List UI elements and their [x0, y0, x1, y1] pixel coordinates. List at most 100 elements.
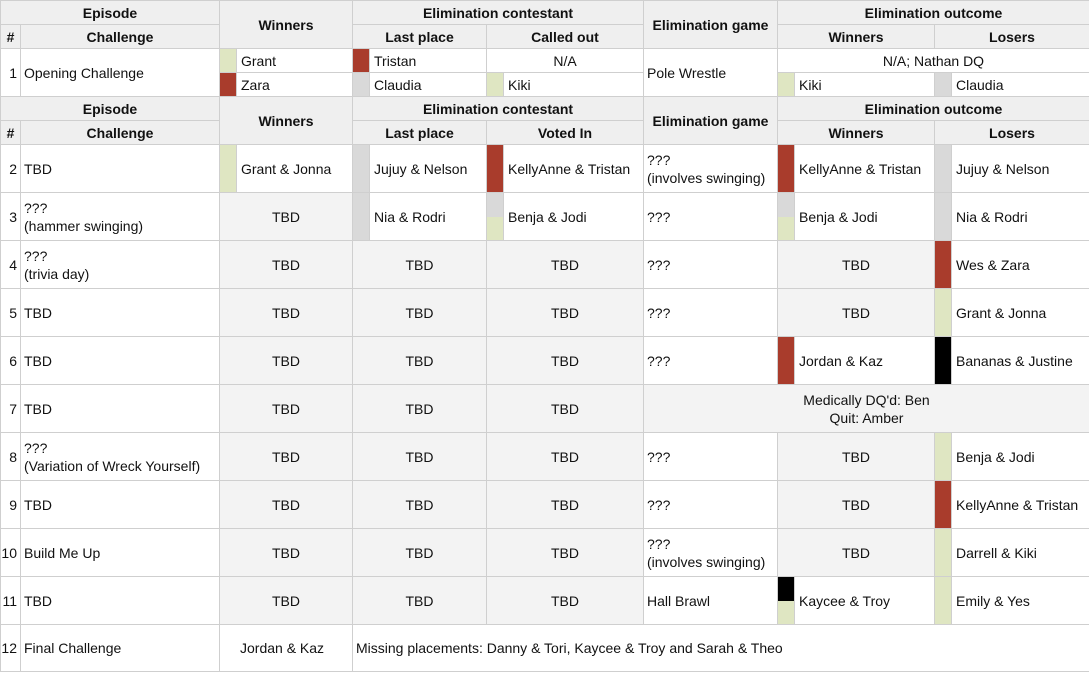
color-swatch: [935, 145, 952, 192]
elimination-game-label: ???: [647, 304, 671, 321]
elimination-game: ???: [643, 432, 778, 481]
table-row: 6 TBD TBD TBD TBD??? Jordan & Kaz Bananas & Ju…: [0, 336, 1089, 385]
elimination-game: Pole Wrestle: [643, 48, 778, 97]
outcome-winners-header: Winners: [777, 120, 935, 145]
outcome-losers-cell-label: Bananas & Justine: [956, 352, 1073, 369]
table-row: 3??? (hammer swinging) TBD Nia & Rodri Benj…: [0, 192, 1089, 241]
challenge-name: Opening Challenge: [20, 48, 220, 97]
elimination-game: ???: [643, 192, 778, 241]
outcome-note: Medically DQ'd: Ben Quit: Amber: [643, 384, 1089, 433]
voted-in-cell: TBD: [486, 576, 644, 625]
elimination-game: ??? (involves swinging): [643, 144, 778, 193]
color-swatch: [935, 193, 952, 240]
last-place-cell: TBD: [352, 576, 487, 625]
outcome-note: N/A; Nathan DQ: [777, 48, 1089, 73]
outcome-winners-cell-label: KellyAnne & Tristan: [799, 160, 922, 177]
winner-entry-label: Zara: [241, 76, 270, 93]
outcome-winners-cell-label: Benja & Jodi: [799, 208, 878, 225]
voted-in-cell: TBD: [486, 528, 644, 577]
challenge-name: TBD: [20, 576, 220, 625]
outcome-loser-label: Claudia: [956, 76, 1004, 93]
last-place-cell: TBD: [352, 480, 487, 529]
called-out-header: Called out: [486, 24, 644, 49]
last-place-cell: TBD: [352, 336, 487, 385]
color-swatch: [935, 337, 952, 384]
winners-cell: TBD: [219, 432, 353, 481]
winners-cell: TBD: [219, 384, 353, 433]
elimination-game-label: ??? (involves swinging): [647, 151, 766, 186]
color-swatch: [220, 145, 237, 192]
voted-in-cell: TBD: [486, 336, 644, 385]
episode-header: Episode: [0, 96, 220, 121]
outcome-winners-cell: Benja & Jodi: [777, 192, 935, 241]
color-swatch: [220, 49, 237, 72]
outcome-winners-cell: TBD: [777, 288, 935, 337]
color-swatch: [778, 145, 795, 192]
episode-number: 11: [0, 576, 21, 625]
winners-cell: TBD: [219, 192, 353, 241]
voted-in-cell: TBD: [486, 480, 644, 529]
outcome-losers-header: Losers: [934, 24, 1089, 49]
table-row: 11 TBD TBD TBD TBD Hall Brawl Kaycee & Troy Emi…: [0, 576, 1089, 625]
challenge-name: ??? (trivia day): [20, 240, 220, 289]
winner-entry-label: Grant: [241, 52, 277, 69]
challenge-label: ??? (trivia day): [24, 247, 90, 282]
winners-cell: TBD: [219, 576, 353, 625]
challenge-name: TBD: [20, 336, 220, 385]
color-swatch: [487, 145, 504, 192]
episode-number: 7: [0, 384, 21, 433]
outcome-winners-cell: KellyAnne & Tristan: [777, 144, 935, 193]
table-row: 1 Opening Challenge Grant Tristan N/A Pole Wr…: [0, 48, 1089, 97]
last-place-entry-label: Claudia: [374, 76, 422, 93]
episode-number: 8: [0, 432, 21, 481]
color-swatch: [778, 193, 795, 240]
challenge-label: ??? (hammer swinging): [24, 199, 144, 234]
challenge-name: ??? (Variation of Wreck Yourself): [20, 432, 220, 481]
last-place-cell: TBD: [352, 240, 487, 289]
elimination-game: ???: [643, 480, 778, 529]
winners-header: Winners: [219, 96, 353, 145]
elimination-game: ???: [643, 288, 778, 337]
outcome-winner: Kiki: [777, 72, 935, 97]
challenge-label: TBD: [24, 400, 52, 417]
last-place-entry: Tristan: [352, 48, 487, 73]
elimination-game-label: ???: [647, 208, 671, 225]
color-swatch: [935, 481, 952, 528]
challenge-label: TBD: [24, 592, 52, 609]
final-winners: Jordan & Kaz: [219, 624, 353, 672]
challenge-name: TBD: [20, 288, 220, 337]
color-swatch: [778, 337, 795, 384]
color-swatch: [353, 145, 370, 192]
outcome-losers-header: Losers: [934, 120, 1089, 145]
winner-entry: Zara: [219, 72, 353, 97]
color-swatch: [778, 73, 795, 96]
voted-in-cell: TBD: [486, 384, 644, 433]
color-swatch: [353, 73, 370, 96]
challenge-label: Build Me Up: [24, 544, 101, 561]
last-place-cell-label: Jujuy & Nelson: [374, 160, 468, 177]
challenge-label: TBD: [24, 352, 52, 369]
table-row: 2 TBD Grant & Jonna Jujuy & Nelson KellyAnne…: [0, 144, 1089, 193]
color-swatch: [935, 289, 952, 336]
episode-number: 9: [0, 480, 21, 529]
color-swatch: [935, 433, 952, 480]
last-place-cell: TBD: [352, 432, 487, 481]
voted-in-cell: TBD: [486, 288, 644, 337]
table-row: 5 TBD TBD TBD TBD??? TBD Grant & Jonna: [0, 288, 1089, 337]
winners-cell: TBD: [219, 288, 353, 337]
outcome-losers-cell: Bananas & Justine: [934, 336, 1089, 385]
last-place-cell: Nia & Rodri: [352, 192, 487, 241]
elimination-game-header: Elimination game: [643, 0, 778, 49]
challenge-label: ??? (Variation of Wreck Yourself): [24, 439, 201, 474]
color-swatch: [778, 577, 795, 624]
outcome-note-label: Medically DQ'd: Ben Quit: Amber: [803, 391, 930, 426]
episode-number: 10: [0, 528, 21, 577]
last-place-cell: TBD: [352, 288, 487, 337]
outcome-winners-cell: TBD: [777, 528, 935, 577]
outcome-losers-cell-label: KellyAnne & Tristan: [956, 496, 1079, 513]
called-out-entry: Kiki: [486, 72, 644, 97]
color-swatch: [935, 241, 952, 288]
outcome-winners-cell: Jordan & Kaz: [777, 336, 935, 385]
table-row: 10 Build Me Up TBD TBD TBD??? (involves swin…: [0, 528, 1089, 577]
voted-in-cell: TBD: [486, 432, 644, 481]
